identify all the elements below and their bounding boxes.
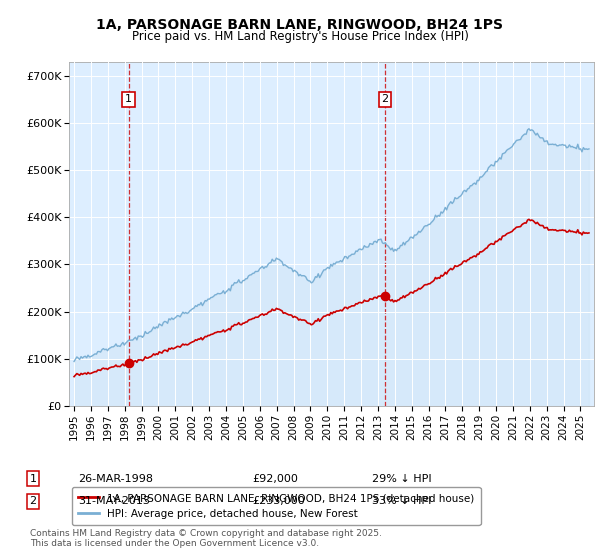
Text: This data is licensed under the Open Government Licence v3.0.: This data is licensed under the Open Gov… (30, 539, 319, 548)
Text: 2: 2 (29, 496, 37, 506)
Text: £233,000: £233,000 (252, 496, 305, 506)
Text: 29% ↓ HPI: 29% ↓ HPI (372, 474, 431, 484)
Text: Contains HM Land Registry data © Crown copyright and database right 2025.: Contains HM Land Registry data © Crown c… (30, 529, 382, 538)
Text: 1: 1 (29, 474, 37, 484)
Text: 33% ↓ HPI: 33% ↓ HPI (372, 496, 431, 506)
Text: Price paid vs. HM Land Registry's House Price Index (HPI): Price paid vs. HM Land Registry's House … (131, 30, 469, 43)
Text: 2: 2 (382, 94, 389, 104)
Text: 1: 1 (125, 94, 132, 104)
Text: 26-MAR-1998: 26-MAR-1998 (78, 474, 153, 484)
Legend: 1A, PARSONAGE BARN LANE, RINGWOOD, BH24 1PS (detached house), HPI: Average price: 1A, PARSONAGE BARN LANE, RINGWOOD, BH24 … (71, 487, 481, 525)
Text: £92,000: £92,000 (252, 474, 298, 484)
Text: 31-MAY-2013: 31-MAY-2013 (78, 496, 150, 506)
Text: 1A, PARSONAGE BARN LANE, RINGWOOD, BH24 1PS: 1A, PARSONAGE BARN LANE, RINGWOOD, BH24 … (97, 18, 503, 32)
